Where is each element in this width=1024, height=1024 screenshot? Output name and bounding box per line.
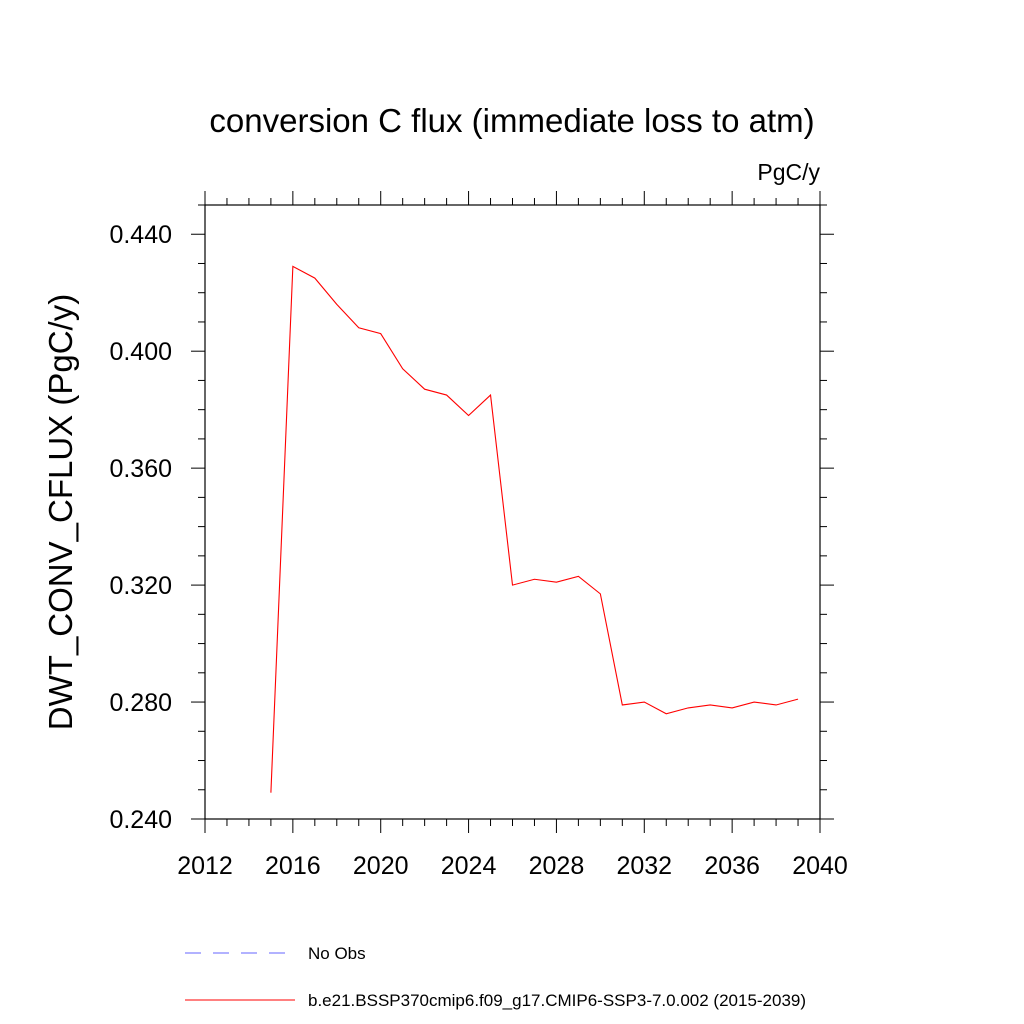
y-tick-label: 0.400 xyxy=(109,338,172,366)
legend: No Obs b.e21.BSSP370cmip6.f09_g17.CMIP6-S… xyxy=(185,944,806,1010)
y-tick-label: 0.360 xyxy=(109,455,172,483)
y-axis-label: DWT_CONV_CFLUX (PgC/y) xyxy=(42,294,79,730)
x-tick-label: 2024 xyxy=(441,852,497,880)
series-line-1 xyxy=(270,265,799,793)
legend-label-0: No Obs xyxy=(308,944,366,963)
units-label: PgC/y xyxy=(757,159,820,185)
x-tick-label: 2012 xyxy=(177,852,233,880)
y-tick-label: 0.320 xyxy=(109,572,172,600)
tick-labels: 2012 2016 2020 2024 2028 2032 2036 2040 0.240 0.2… xyxy=(109,221,847,880)
x-tick-label: 2036 xyxy=(704,852,760,880)
axis-ticks xyxy=(191,191,834,833)
x-tick-label: 2028 xyxy=(529,852,585,880)
x-tick-label: 2016 xyxy=(265,852,321,880)
x-tick-label: 2040 xyxy=(792,852,848,880)
chart-title: conversion C flux (immediate loss to atm… xyxy=(209,102,814,139)
y-tick-label: 0.440 xyxy=(109,221,172,249)
series-layer xyxy=(270,265,799,793)
legend-label-1: b.e21.BSSP370cmip6.f09_g17.CMIP6-SSP3-7.… xyxy=(308,991,806,1010)
x-tick-label: 2032 xyxy=(616,852,672,880)
x-tick-label: 2020 xyxy=(353,852,409,880)
plot-frame xyxy=(204,204,821,820)
y-tick-label: 0.240 xyxy=(109,806,172,834)
y-tick-label: 0.280 xyxy=(109,689,172,717)
